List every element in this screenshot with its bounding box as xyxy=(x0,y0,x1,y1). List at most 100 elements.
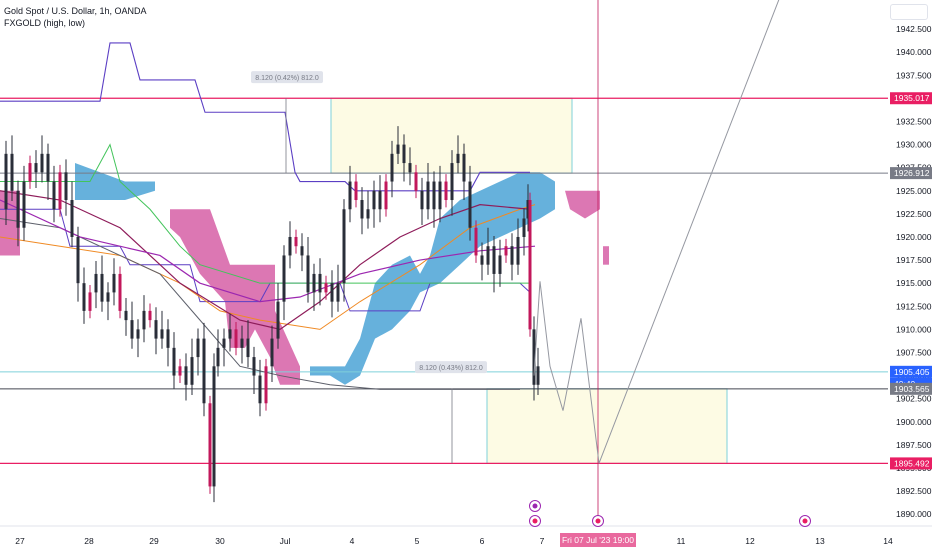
price-tick-label: 1897.500 xyxy=(896,440,932,450)
candle-body xyxy=(270,338,274,367)
candle-body xyxy=(294,236,298,247)
candle-body xyxy=(252,357,256,376)
candle-body xyxy=(88,292,92,311)
candle-body xyxy=(4,153,8,210)
event-icon-dot xyxy=(802,518,808,524)
price-tick-label: 1922.500 xyxy=(896,209,932,219)
candle-body xyxy=(480,255,484,265)
price-tick-label: 1892.500 xyxy=(896,486,932,496)
plot-group: 8.120 (0.42%) 812.0 8.120 (0.43%) 812.0 xyxy=(0,0,888,522)
price-tick-label: 1940.000 xyxy=(896,47,932,57)
scale-settings-button[interactable] xyxy=(890,4,928,20)
cloud-pink-4 xyxy=(603,246,609,265)
time-tick-label: 27 xyxy=(15,536,25,546)
candle-body xyxy=(360,200,364,219)
time-badge-bg xyxy=(560,533,636,547)
candle-body xyxy=(348,181,352,210)
candle-body xyxy=(216,347,220,367)
candle-body xyxy=(432,181,436,210)
time-tick-label: 6 xyxy=(480,536,485,546)
price-badge-text: 1895.492 xyxy=(894,458,930,468)
time-tick-label: 12 xyxy=(745,536,755,546)
range-label-bg xyxy=(251,71,323,84)
candle-body xyxy=(40,153,44,173)
candle-body xyxy=(526,200,530,219)
range-box-2 xyxy=(486,388,728,464)
price-badge-bg xyxy=(890,382,932,395)
event-icon-dot xyxy=(595,518,601,524)
candle-body xyxy=(154,320,158,339)
price-badge-bg xyxy=(890,167,932,180)
price-tick-label: 1932.500 xyxy=(896,116,932,126)
price-badge-bg xyxy=(890,365,932,378)
price-badge-text: 1935.017 xyxy=(894,93,930,103)
candle-body xyxy=(34,163,38,173)
range-label-bg xyxy=(415,361,487,374)
price-tick-label: 1890.000 xyxy=(896,509,932,519)
candle-body xyxy=(94,273,98,293)
candle-body xyxy=(234,329,238,348)
candle-body xyxy=(190,357,194,385)
candle-body xyxy=(318,273,322,293)
candle-body xyxy=(160,329,164,339)
time-axis: 27 28 29 30 Jul 4 5 6 7 11 12 13 14 Fri 07 Jul '23 19… xyxy=(0,500,932,547)
candle-body xyxy=(64,172,68,201)
time-tick-label: 28 xyxy=(84,536,94,546)
ma-maroon-line xyxy=(0,190,531,331)
candle-body xyxy=(184,366,188,385)
candle-body xyxy=(384,181,388,210)
time-tick-label: 5 xyxy=(415,536,420,546)
time-tick-label: 7 xyxy=(540,536,545,546)
price-label-badge: 1895.492 xyxy=(890,457,932,470)
candle-body xyxy=(336,283,340,302)
time-tick-label: Jul xyxy=(280,536,291,546)
candle-body xyxy=(276,301,280,339)
candle-body xyxy=(46,153,50,182)
price-tick-label: 1900.000 xyxy=(896,417,932,427)
candle-body xyxy=(372,190,376,210)
ma-green-line xyxy=(0,143,530,284)
time-tick-label: 29 xyxy=(149,536,159,546)
time-tick-label: 4 xyxy=(350,536,355,546)
candle-body xyxy=(208,403,212,487)
candle-body xyxy=(76,236,80,284)
time-tick-label: 13 xyxy=(815,536,825,546)
candle-body xyxy=(16,190,20,228)
price-tick-label: 1942.500 xyxy=(896,24,932,34)
candle-body xyxy=(246,338,250,358)
candle-body xyxy=(532,329,536,385)
candle-body xyxy=(282,255,286,302)
candle-body xyxy=(516,236,520,265)
ma-purple-line xyxy=(0,199,536,303)
candle-body xyxy=(510,246,514,265)
candle-body xyxy=(258,375,262,404)
candle-body xyxy=(444,181,448,201)
candle-body xyxy=(118,273,122,311)
event-icon-dot xyxy=(532,503,538,509)
candle-body xyxy=(462,153,466,182)
candle-body xyxy=(456,153,460,164)
ma-gray-line xyxy=(0,218,520,390)
ma-orange-line xyxy=(0,204,536,330)
candle-body xyxy=(402,144,406,164)
candle-body xyxy=(70,200,74,237)
candle-body xyxy=(22,181,26,228)
candle-body xyxy=(112,273,116,293)
candle-body xyxy=(342,209,346,284)
candle-body xyxy=(100,273,104,302)
price-axis: 1942.5001940.0001937.5001935.0001932.500… xyxy=(888,0,932,524)
candle-body xyxy=(10,153,14,191)
cloud-pink-2 xyxy=(170,209,300,385)
candle-body xyxy=(486,246,490,265)
candle-body xyxy=(426,181,430,210)
price-tick-label: 1925.000 xyxy=(896,186,932,196)
indicator-title: FXGOLD (high, low) xyxy=(4,18,86,28)
candle-body xyxy=(390,153,394,182)
price-badge-text: 1905.405 xyxy=(894,367,930,377)
candle-body xyxy=(438,181,442,210)
candle-body xyxy=(354,181,358,201)
candle-body xyxy=(536,366,540,385)
time-tick-label: 14 xyxy=(883,536,893,546)
